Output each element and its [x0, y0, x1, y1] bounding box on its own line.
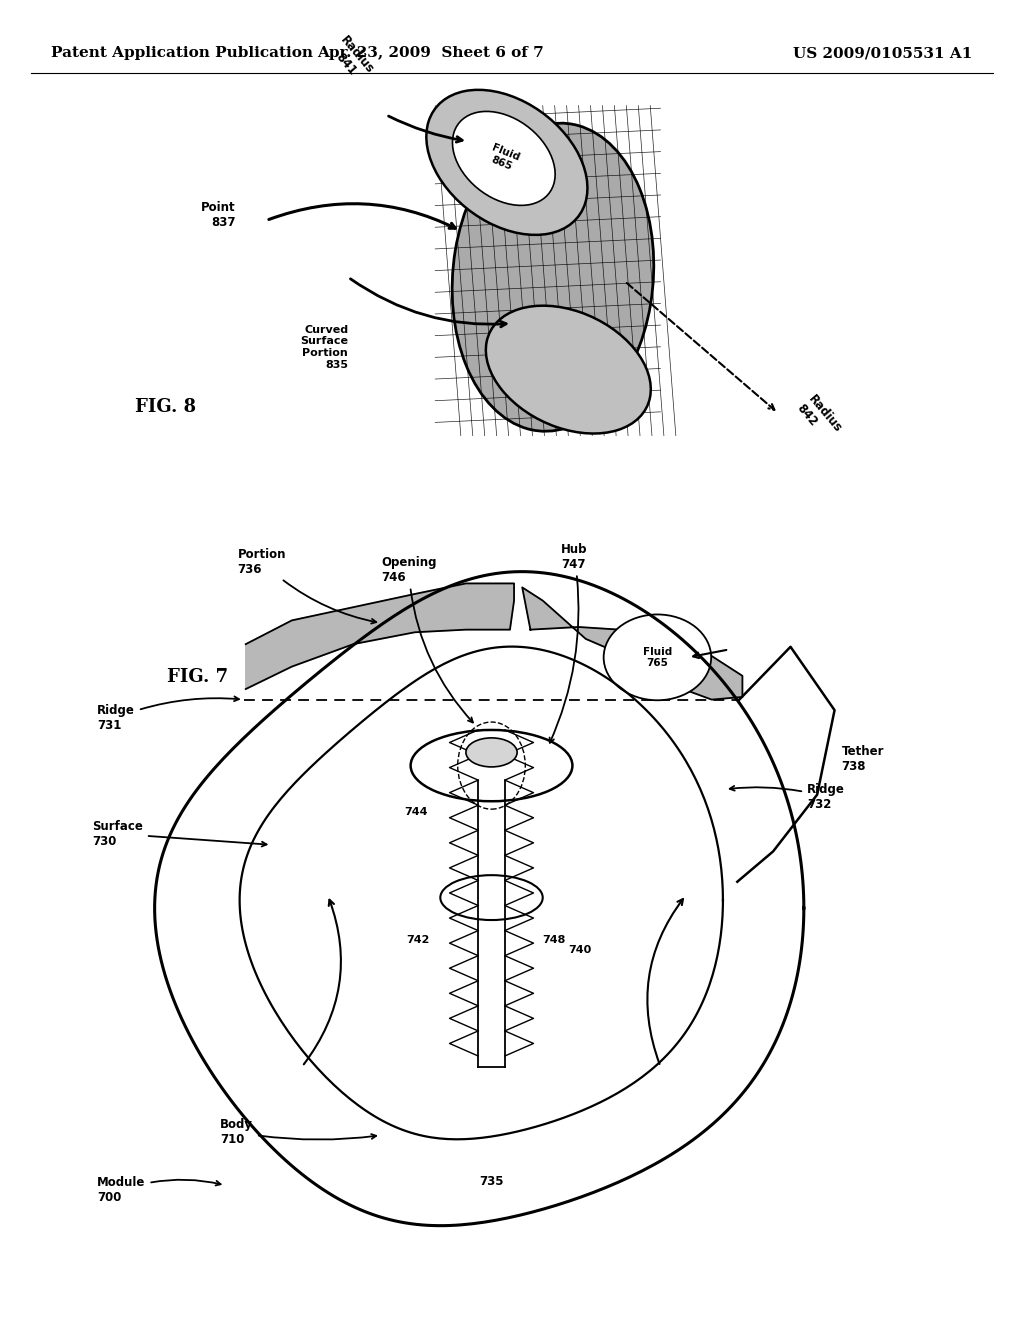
Text: Apr. 23, 2009  Sheet 6 of 7: Apr. 23, 2009 Sheet 6 of 7	[316, 46, 544, 61]
Polygon shape	[240, 647, 723, 1139]
Ellipse shape	[466, 738, 517, 767]
Text: Radius
841: Radius 841	[326, 33, 377, 86]
Text: Ridge
731: Ridge 731	[97, 697, 239, 731]
Text: FIG. 8: FIG. 8	[135, 397, 197, 416]
Ellipse shape	[426, 90, 588, 235]
Polygon shape	[155, 572, 804, 1226]
Polygon shape	[246, 583, 514, 689]
Polygon shape	[522, 587, 742, 700]
Text: Portion
736: Portion 736	[238, 548, 376, 623]
Text: 742: 742	[407, 935, 430, 945]
Text: Radius
842: Radius 842	[794, 392, 844, 445]
Ellipse shape	[440, 875, 543, 920]
Text: Module
700: Module 700	[97, 1176, 220, 1204]
Text: 744: 744	[404, 807, 428, 817]
Ellipse shape	[604, 615, 711, 700]
Text: Surface
730: Surface 730	[92, 820, 266, 847]
Text: Opening
746: Opening 746	[381, 556, 473, 722]
Text: Hub
747: Hub 747	[550, 543, 588, 743]
Text: FIG. 7: FIG. 7	[167, 668, 228, 686]
Text: Body
710: Body 710	[220, 1118, 376, 1146]
Text: Curved
Surface
Portion
835: Curved Surface Portion 835	[300, 325, 348, 370]
Text: US 2009/0105531 A1: US 2009/0105531 A1	[794, 46, 973, 61]
Ellipse shape	[453, 111, 555, 206]
Text: Ridge
732: Ridge 732	[730, 783, 845, 810]
Ellipse shape	[411, 730, 572, 801]
Text: Point
837: Point 837	[201, 201, 236, 230]
Text: Fluid
765: Fluid 765	[643, 647, 672, 668]
Text: 735: 735	[479, 1175, 504, 1188]
Text: Patent Application Publication: Patent Application Publication	[51, 46, 313, 61]
Ellipse shape	[485, 306, 651, 433]
Text: Tether
738: Tether 738	[842, 744, 885, 774]
Text: Fluid
865: Fluid 865	[486, 143, 521, 174]
Text: 748: 748	[543, 935, 566, 945]
Text: 740: 740	[568, 945, 592, 956]
Ellipse shape	[453, 123, 653, 432]
